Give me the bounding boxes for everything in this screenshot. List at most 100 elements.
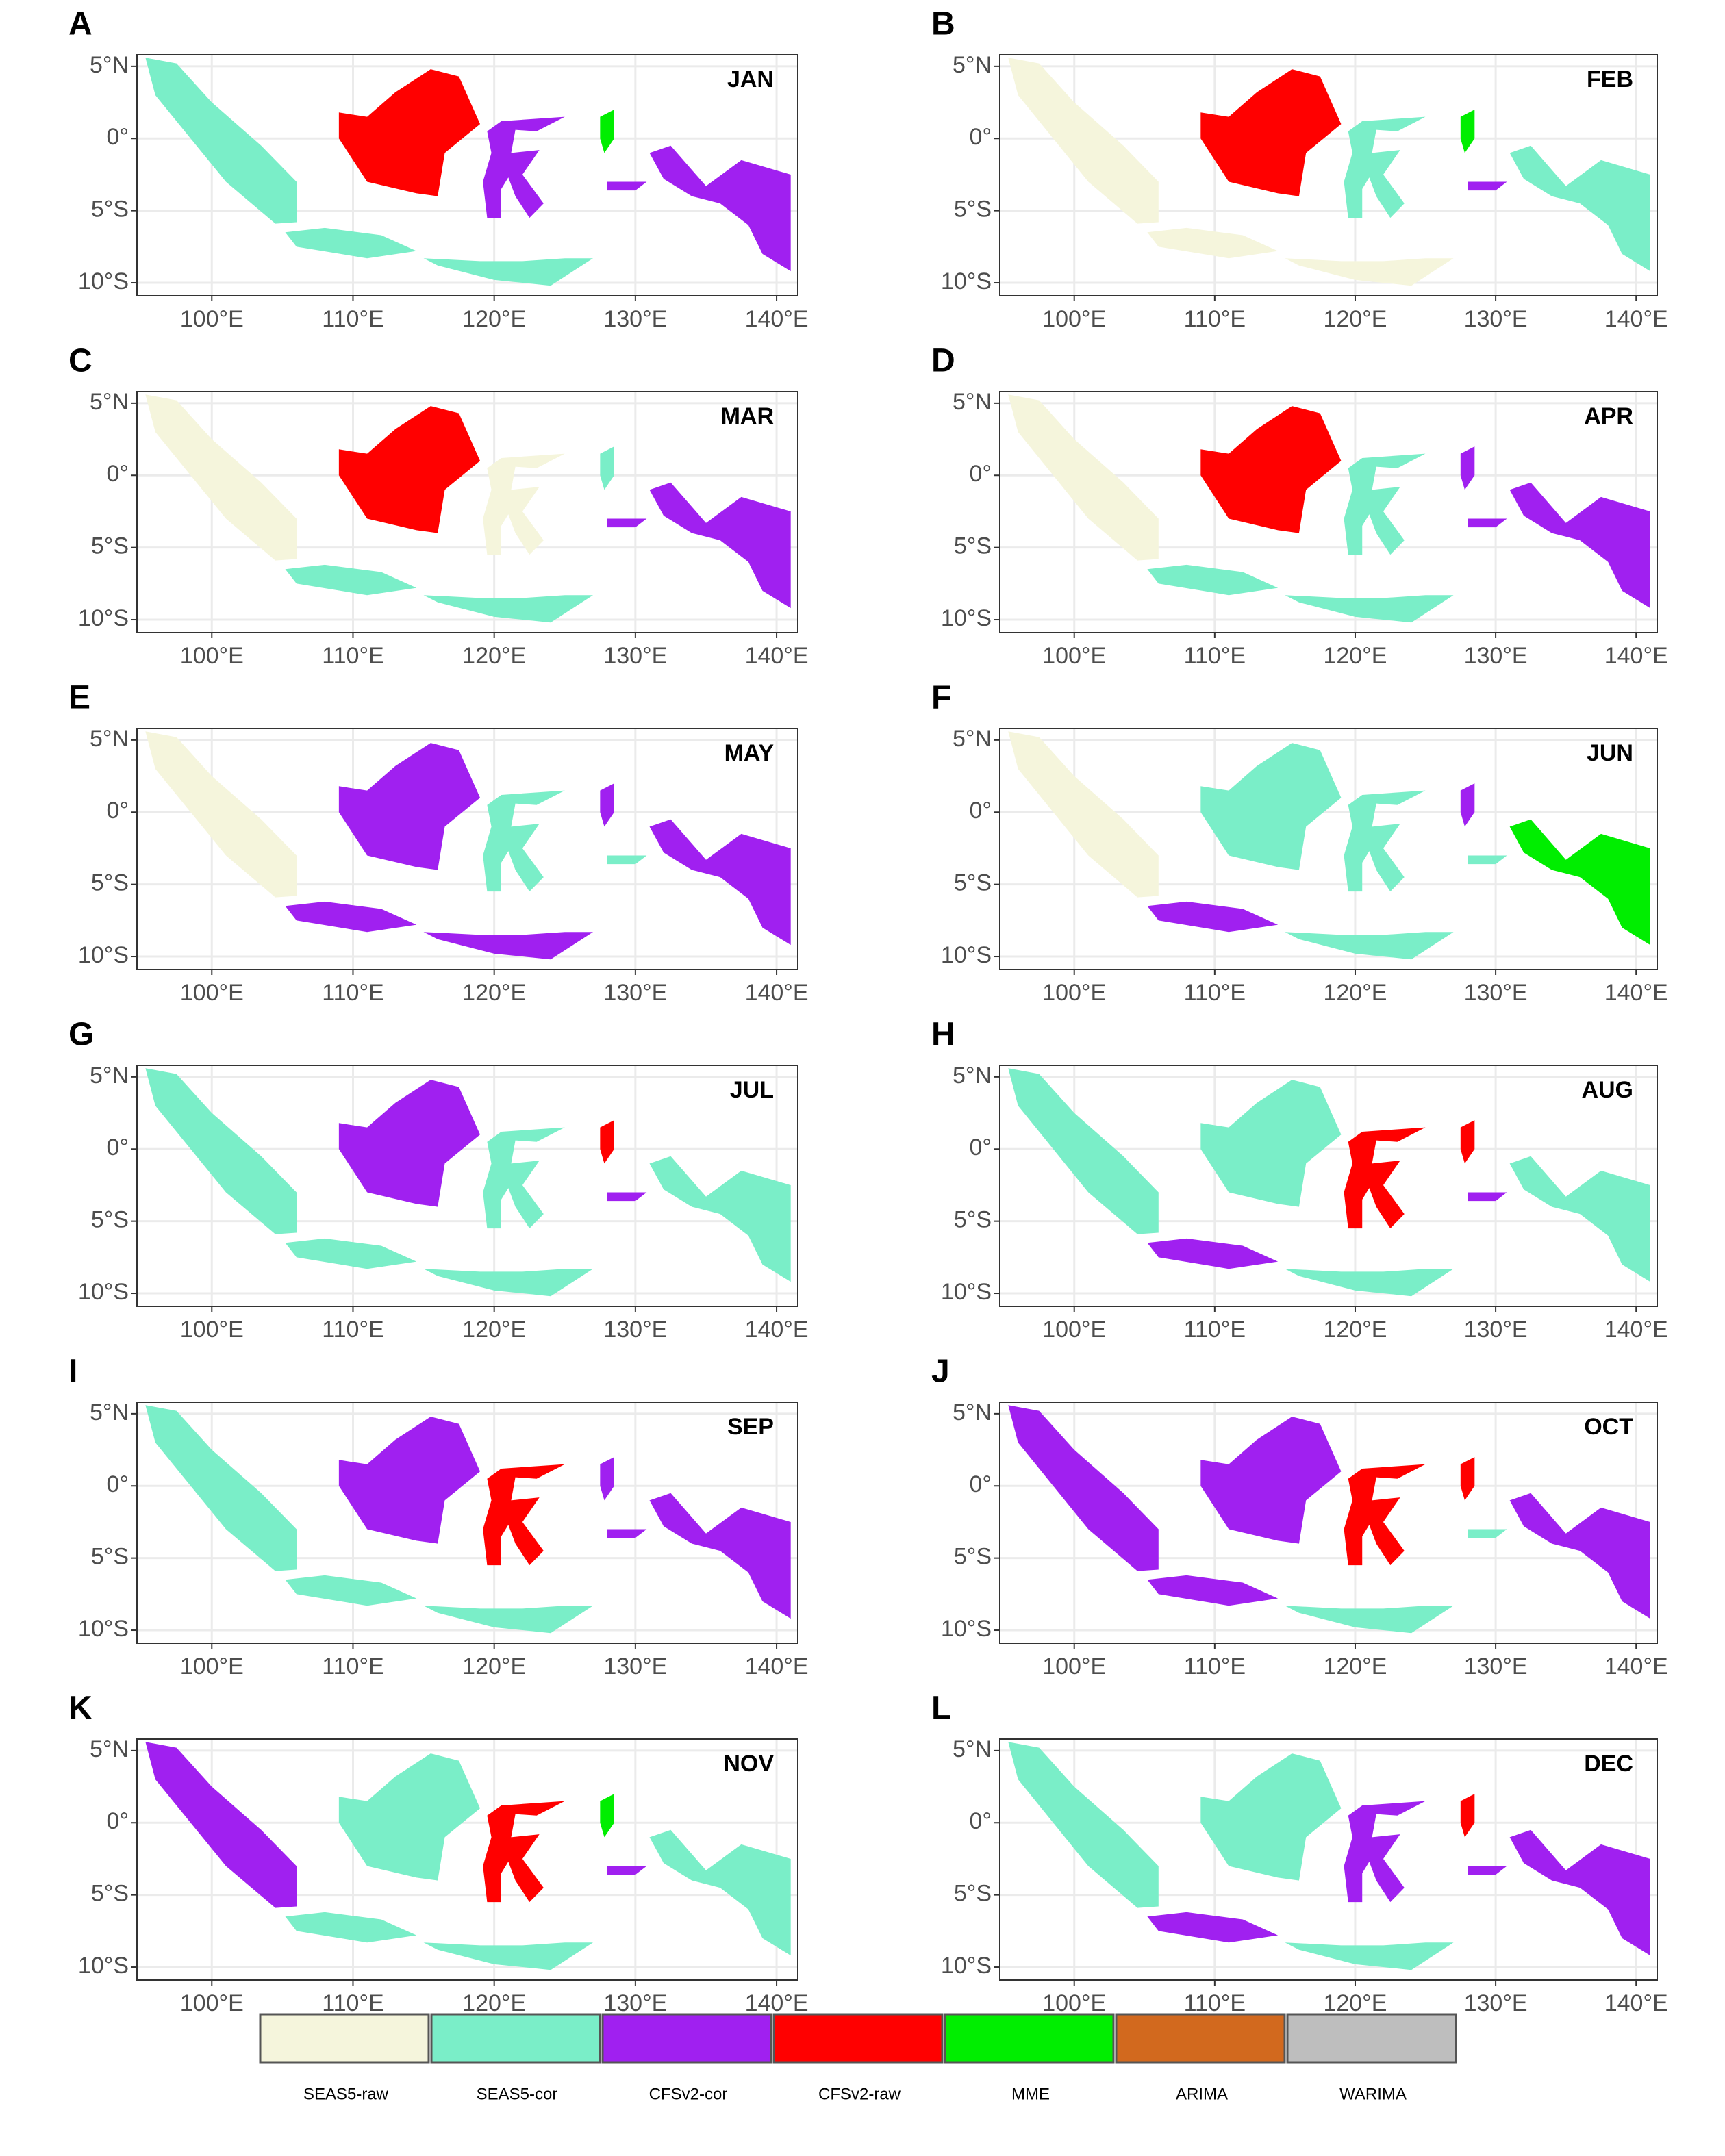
map-panel: 100°E 110°E 120°E 130°E 140°E 5°N 0° 5°S 10°S L DE…	[931, 1690, 1668, 2016]
island	[1460, 1794, 1475, 1838]
island	[600, 446, 614, 490]
island	[1285, 1942, 1454, 1970]
x-tick-label: 130°E	[603, 643, 667, 669]
x-tick-label: 130°E	[1464, 1990, 1528, 2016]
x-tick-label: 130°E	[603, 1990, 667, 2016]
x-tick-label: 110°E	[322, 1653, 383, 1679]
island	[483, 1464, 565, 1566]
y-tick-label: 0°	[106, 1471, 129, 1497]
island	[607, 518, 647, 528]
island	[1200, 1417, 1342, 1544]
island	[338, 69, 481, 196]
y-tick-label: 0°	[106, 1808, 129, 1834]
legend-label: CFSv2-cor	[649, 2085, 728, 2103]
month-label: AUG	[1581, 1077, 1633, 1103]
island	[285, 1912, 417, 1943]
x-tick-label: 100°E	[1042, 643, 1106, 669]
x-tick-label: 120°E	[1323, 643, 1387, 669]
island	[1344, 1801, 1426, 1903]
island	[423, 932, 594, 960]
y-tick-label: 5°S	[91, 196, 129, 223]
island	[1460, 1120, 1475, 1164]
y-tick-label: 5°S	[954, 1881, 992, 1907]
month-label: JAN	[727, 66, 774, 92]
x-tick-label: 140°E	[745, 1317, 809, 1343]
island	[1509, 819, 1650, 946]
y-tick-label: 0°	[106, 461, 129, 487]
legend-label: SEAS5-raw	[303, 2085, 389, 2103]
y-tick-label: 0°	[969, 124, 992, 150]
island	[1344, 790, 1426, 892]
month-label: OCT	[1584, 1414, 1633, 1440]
panel-border	[999, 1065, 1658, 1307]
x-tick-label: 120°E	[462, 643, 526, 669]
island	[607, 1529, 647, 1538]
legend-label: MME	[1011, 2085, 1050, 2103]
island	[600, 1457, 614, 1501]
island	[1147, 564, 1279, 596]
island	[1468, 1866, 1507, 1875]
panel-letter: B	[931, 6, 955, 42]
x-tick-label: 130°E	[1464, 1653, 1528, 1679]
island	[483, 790, 565, 892]
y-tick-label: 10°S	[941, 605, 992, 631]
island	[1147, 1238, 1279, 1269]
legend-swatch	[1115, 2013, 1286, 2064]
island	[1460, 110, 1475, 153]
island	[649, 1156, 791, 1282]
x-tick-label: 100°E	[1042, 1990, 1106, 2016]
y-tick-label: 10°S	[941, 942, 992, 968]
x-tick-label: 130°E	[1464, 306, 1528, 332]
island	[1008, 1068, 1159, 1234]
y-tick-label: 5°S	[91, 1881, 129, 1907]
island	[1008, 394, 1159, 561]
island	[483, 453, 565, 555]
legend-swatch	[259, 2013, 430, 2064]
island	[285, 564, 417, 596]
month-label: MAR	[721, 403, 774, 429]
panel-border	[136, 728, 798, 970]
month-label: DEC	[1584, 1751, 1633, 1777]
panel-letter: J	[931, 1354, 950, 1390]
island	[600, 110, 614, 153]
legend-swatch	[430, 2013, 601, 2064]
x-tick-label: 100°E	[180, 643, 244, 669]
panel-border	[136, 54, 798, 296]
x-tick-label: 120°E	[462, 306, 526, 332]
y-tick-label: 0°	[969, 461, 992, 487]
island	[1468, 1529, 1507, 1538]
x-tick-label: 140°E	[745, 306, 809, 332]
island	[1468, 855, 1507, 865]
x-tick-label: 110°E	[322, 1317, 383, 1343]
island	[1285, 1606, 1454, 1634]
y-tick-label: 0°	[106, 798, 129, 824]
y-tick-label: 5°S	[91, 870, 129, 896]
panel-letter: E	[68, 680, 90, 716]
x-tick-label: 120°E	[462, 1317, 526, 1343]
y-tick-label: 5°N	[953, 389, 992, 415]
x-tick-label: 100°E	[180, 1653, 244, 1679]
panel-border	[999, 728, 1658, 970]
legend-label: SEAS5-cor	[477, 2085, 558, 2103]
month-label: SEP	[727, 1414, 774, 1440]
island	[1468, 181, 1507, 191]
island	[423, 595, 594, 623]
map-panel: 100°E 110°E 120°E 130°E 140°E 5°N 0° 5°S 10°S E MA…	[68, 680, 809, 1006]
y-tick-label: 10°S	[78, 1616, 129, 1642]
y-tick-label: 5°S	[91, 1544, 129, 1570]
island	[1344, 116, 1426, 218]
island	[600, 1120, 614, 1164]
x-tick-label: 140°E	[1604, 306, 1668, 332]
island	[1147, 1575, 1279, 1606]
map-panel: 100°E 110°E 120°E 130°E 140°E 5°N 0° 5°S 10°S J OC…	[931, 1354, 1668, 1679]
month-label: MAY	[725, 740, 775, 766]
island	[1147, 901, 1279, 933]
island	[423, 1269, 594, 1297]
y-tick-label: 5°S	[91, 533, 129, 559]
x-tick-label: 120°E	[1323, 306, 1387, 332]
island	[1460, 1457, 1475, 1501]
panel-border	[136, 391, 798, 633]
island	[1344, 453, 1426, 555]
island	[1285, 1269, 1454, 1297]
panel-border	[999, 1738, 1658, 1981]
